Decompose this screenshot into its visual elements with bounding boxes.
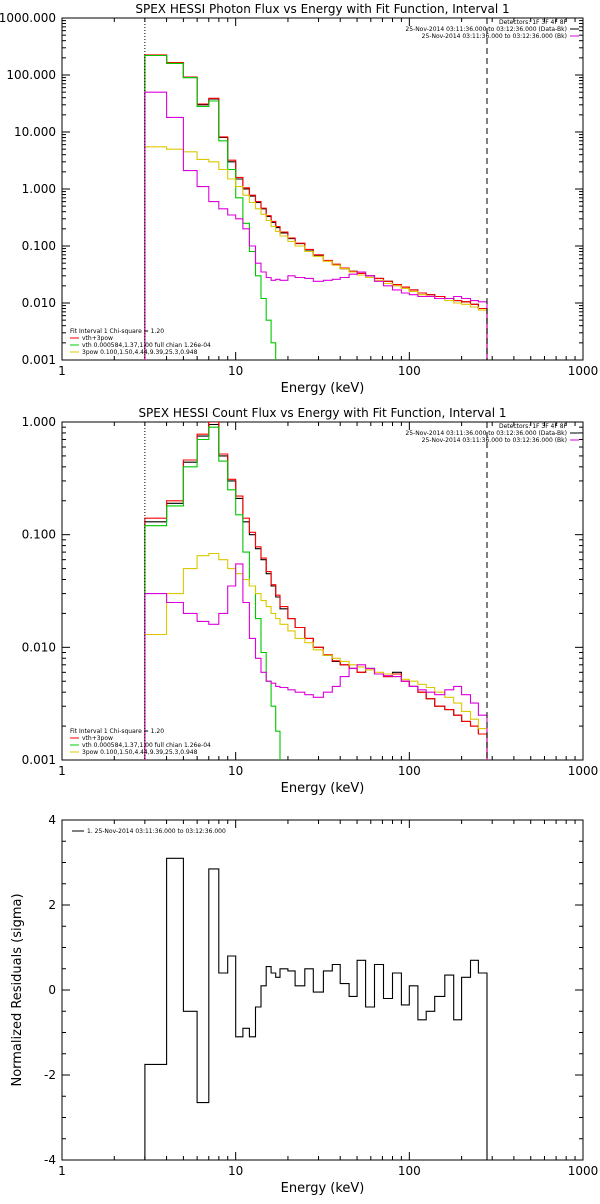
x-tick-label: 1 — [58, 1164, 66, 1178]
y-tick-label: 0.100 — [22, 239, 56, 253]
legend-entry: vth+3pow — [82, 735, 113, 742]
y-tick-label: -4 — [44, 1153, 56, 1167]
series-line-bk — [144, 91, 488, 360]
plot-frame — [61, 819, 584, 1161]
legend-topright-entry: Detectors: 1F 3F 4F 8F — [499, 423, 568, 430]
legend-topright-entry: 25-Nov-2014 03:11:36.000 to 03:12:36.000… — [422, 437, 567, 444]
legend-entry: vth 0.000584,1.37,1.00 full chian 1.26e-… — [82, 742, 211, 749]
y-tick-label: 1000.000 — [0, 11, 56, 25]
y-tick-label: 0 — [48, 983, 56, 997]
plot-2: SPEX HESSI Count Flux vs Energy with Fit… — [22, 406, 599, 796]
legend-entry: 3pow 0.100,1.50,4.44,9.39,25.3,0.948 — [82, 349, 198, 356]
series-line-vth-3pow — [144, 422, 488, 760]
plot-3: 1 10 100 1000 -4 -2 0 2 4 Energy (keV) Normalized … — [10, 813, 598, 1196]
series-line-bk — [144, 563, 488, 760]
plot-data — [144, 857, 488, 1160]
y-tick-label: -2 — [44, 1068, 56, 1082]
legend-fit-info: Fit Interval 1 Chi-square = 1.20 — [70, 728, 164, 735]
plot-1: SPEX HESSI Photon Flux vs Energy with Fi… — [0, 2, 598, 396]
legend-entry: vth+3pow — [82, 335, 113, 342]
plot-frame — [61, 421, 584, 761]
x-tick-label: 1000 — [568, 764, 599, 778]
y-axis-label: Normalized Residuals (sigma) — [10, 893, 25, 1086]
legend-entry: vth 0.000584,1.37,1.00 full chian 1.26e-… — [82, 342, 211, 349]
y-tick-label: 0.010 — [22, 640, 56, 654]
x-tick-label: 100 — [398, 1164, 421, 1178]
x-tick-label: 10 — [228, 364, 243, 378]
y-tick-label: 1.000 — [22, 182, 56, 196]
series-line-vth-3pow — [144, 54, 488, 360]
legend-topright-entry: Detectors: 1F 3F 4F 8F — [499, 19, 568, 26]
x-tick-label: 1000 — [568, 364, 599, 378]
y-tick-label: 10.000 — [14, 125, 56, 139]
plot-data — [144, 422, 488, 760]
plot-frame — [61, 17, 584, 361]
series-line-data-bk — [144, 423, 488, 760]
x-tick-label: 1000 — [568, 1164, 599, 1178]
series-line-1-25-nov-2014-03-11-36-000-to-03-12-36-000 — [144, 857, 488, 1160]
x-tick-label: 1 — [58, 364, 66, 378]
series-line-data-bk — [144, 54, 488, 360]
plot-title: SPEX HESSI Photon Flux vs Energy with Fi… — [135, 2, 509, 16]
legend-fit-info: Fit Interval 1 Chi-square = 1.20 — [70, 328, 164, 335]
y-tick-label: 100.000 — [6, 68, 56, 82]
x-tick-label: 10 — [228, 1164, 243, 1178]
y-tick-label: 1.000 — [22, 415, 56, 429]
y-tick-label: 4 — [48, 813, 56, 827]
legend-entry: 3pow 0.100,1.50,4.44,9.39,25.3,0.948 — [82, 749, 198, 756]
y-tick-label: 0.100 — [22, 528, 56, 542]
x-tick-label: 10 — [228, 764, 243, 778]
series-line-3pow — [144, 552, 488, 760]
x-tick-label: 1 — [58, 764, 66, 778]
legend-topright-entry: 25-Nov-2014 03:11:36.000 to 03:12:36.000… — [422, 33, 567, 40]
x-axis-label: Energy (keV) — [281, 1181, 365, 1196]
y-tick-label: 0.001 — [22, 753, 56, 767]
x-tick-label: 100 — [398, 764, 421, 778]
x-axis-label: Energy (keV) — [281, 381, 365, 396]
y-tick-label: 0.010 — [22, 296, 56, 310]
series-line-vth — [144, 54, 277, 360]
x-tick-label: 100 — [398, 364, 421, 378]
plot-data — [144, 54, 488, 360]
x-axis-label: Energy (keV) — [281, 781, 365, 796]
plot-title: SPEX HESSI Count Flux vs Energy with Fit… — [138, 406, 506, 420]
legend-topright-entry: 25-Nov-2014 03:11:36.000 to 03:12:36.000… — [405, 430, 567, 437]
legend-entry: 1. 25-Nov-2014 03:11:36.000 to 03:12:36.… — [87, 828, 226, 835]
y-tick-label: 2 — [48, 898, 56, 912]
series-line-vth — [144, 426, 281, 760]
legend-topright-entry: 25-Nov-2014 03:11:36.000 to 03:12:36.000… — [405, 26, 567, 33]
y-tick-label: 0.001 — [22, 353, 56, 367]
